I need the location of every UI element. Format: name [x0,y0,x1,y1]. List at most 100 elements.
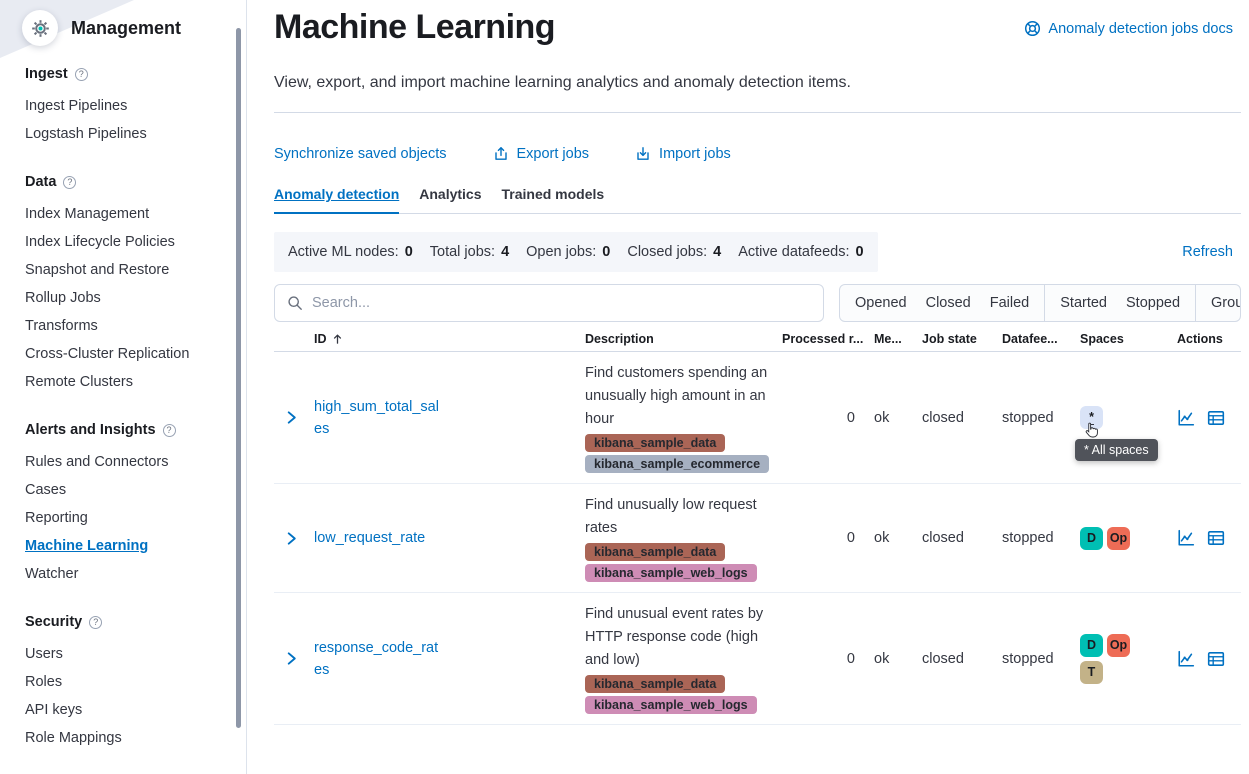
col-header-id[interactable]: ID [302,332,572,346]
datafeed-state-value: stopped [1002,650,1054,667]
sidebar-item-cross-cluster-replication[interactable]: Cross-Cluster Replication [25,346,190,362]
sidebar-nav: Ingest? Ingest Pipelines Logstash Pipeli… [25,64,228,774]
sidebar-item-remote-clusters[interactable]: Remote Clusters [25,374,133,390]
datafeed-state-value: stopped [1002,530,1054,546]
table-row-response-code-rates: response_code_rates Find unusual event r… [274,593,1241,725]
search-controls: Opened Closed Failed Started Stopped Gro… [274,284,1241,322]
tab-anomaly-detection[interactable]: Anomaly detection [274,186,400,214]
filter-group: Opened Closed Failed Started Stopped Gro… [839,284,1241,322]
sidebar-item-snapshot-and-restore[interactable]: Snapshot and Restore [25,262,170,278]
sidebar-item-watcher[interactable]: Watcher [25,566,79,582]
sidebar-header: Management [22,10,181,46]
sidebar-item-logstash-pipelines[interactable]: Logstash Pipelines [25,126,147,142]
job-state-filters: Opened Closed Failed [840,285,1044,321]
sidebar-item-transforms[interactable]: Transforms [25,318,98,334]
section-title-alerts-insights: Alerts and Insights [25,422,156,438]
sidebar-item-rollup-jobs[interactable]: Rollup Jobs [25,290,101,306]
space-avatar-all-spaces[interactable]: * [1080,406,1103,429]
sidebar-item-cases[interactable]: Cases [25,482,67,498]
import-jobs-button[interactable]: Import jobs [635,146,731,162]
actions-cell [1171,650,1241,668]
view-results-chart-button[interactable] [1177,529,1195,547]
sidebar-item-ingest-pipelines[interactable]: Ingest Pipelines [25,98,128,114]
job-id-link[interactable]: high_sum_total_sales [314,398,439,437]
stat-total-jobs: Total jobs: 4 [429,244,510,260]
filter-failed-button[interactable]: Failed [989,295,1030,311]
section-title-ingest: Ingest [25,66,68,82]
gear-icon [31,19,49,37]
memory-status-value: ok [874,650,890,667]
job-details-table-button[interactable] [1207,529,1225,547]
tab-analytics[interactable]: Analytics [419,186,482,202]
expand-row-button[interactable] [274,410,302,425]
col-header-datafeed[interactable]: Datafee... [1002,331,1058,346]
help-icon: ? [89,615,103,629]
sidebar-item-index-lifecycle-policies[interactable]: Index Lifecycle Policies [25,234,175,250]
col-header-memory[interactable]: Me... [874,331,902,346]
sidebar-item-reporting[interactable]: Reporting [25,510,88,526]
sidebar-item-machine-learning[interactable]: Machine Learning [25,538,149,554]
filter-opened-button[interactable]: Opened [855,295,907,311]
job-id-link[interactable]: response_code_rates [314,639,439,678]
col-header-processed-records[interactable]: Processed r... [782,331,864,346]
main-content: Anomaly detection jobs docs Machine Lear… [248,0,1249,774]
job-details-table-button[interactable] [1207,650,1225,668]
sidebar-item-role-mappings[interactable]: Role Mappings [25,730,122,746]
job-group-badge: kibana_sample_web_logs [585,696,757,714]
expand-row-button[interactable] [274,531,302,546]
sidebar-scrollbar[interactable] [236,28,241,728]
filter-started-button[interactable]: Started [1060,295,1107,311]
refresh-button[interactable]: Refresh [1182,244,1233,260]
col-header-actions: Actions [1177,331,1223,346]
chevron-right-icon [287,652,296,665]
sidebar-item-roles[interactable]: Roles [25,674,63,690]
view-results-chart-button[interactable] [1177,650,1195,668]
help-icon: ? [162,423,176,437]
job-description: Find unusual event rates by HTTP respons… [585,606,764,668]
job-group-badge: kibana_sample_data [585,434,726,452]
export-icon [494,147,507,160]
header-divider [274,112,1241,113]
table-header: ID Description Processed r... Me... Job … [274,326,1241,352]
job-group-badge: kibana_sample_data [585,543,726,561]
synchronize-saved-objects-button[interactable]: Synchronize saved objects [274,146,447,162]
sidebar-item-api-keys[interactable]: API keys [25,702,83,718]
sort-ascending-icon [333,334,341,344]
page-title: Machine Learning [274,8,556,46]
section-title-data: Data [25,174,57,190]
group-dropdown[interactable]: Group [1195,285,1240,321]
sidebar-item-rules-and-connectors[interactable]: Rules and Connectors [25,454,169,470]
tab-trained-models[interactable]: Trained models [501,186,605,202]
col-header-description[interactable]: Description [585,331,654,346]
job-group-badge: kibana_sample_ecommerce [585,455,770,473]
job-group-badges: kibana_sample_data kibana_sample_web_log… [585,675,782,714]
sidebar-item-users[interactable]: Users [25,646,63,662]
col-header-job-state[interactable]: Job state [922,331,977,346]
stat-closed-jobs: Closed jobs: 4 [627,244,722,260]
space-avatar-op: Op [1107,633,1130,657]
job-details-table-button[interactable] [1207,409,1225,427]
docs-link[interactable]: Anomaly detection jobs docs [1024,20,1233,37]
toolbar: Synchronize saved objects Export jobs Im… [274,146,1241,162]
job-state-value: closed [922,409,964,426]
expand-row-button[interactable] [274,651,302,666]
help-icon: ? [74,67,88,81]
job-group-badge: kibana_sample_web_logs [585,564,757,582]
sidebar-item-index-management[interactable]: Index Management [25,206,150,222]
export-jobs-button[interactable]: Export jobs [493,146,589,162]
search-icon [288,296,302,310]
processed-records-value: 0 [846,650,855,667]
view-results-chart-button[interactable] [1177,409,1195,427]
page-description: View, export, and import machine learnin… [274,74,851,91]
filter-closed-button[interactable]: Closed [925,295,971,311]
table-row-high-sum-total-sales: high_sum_total_sales Find customers spen… [274,352,1241,484]
job-description: Find unusually low request rates [585,497,757,536]
processed-records-value: 0 [846,530,855,546]
section-title-security: Security [25,614,83,630]
nav-section-security: Security? Users Roles API keys Role Mapp… [25,612,228,752]
job-id-link[interactable]: low_request_rate [314,530,426,546]
spaces-cell: * * All spaces [1073,406,1158,461]
search-input[interactable] [312,295,811,311]
filter-stopped-button[interactable]: Stopped [1126,295,1181,311]
